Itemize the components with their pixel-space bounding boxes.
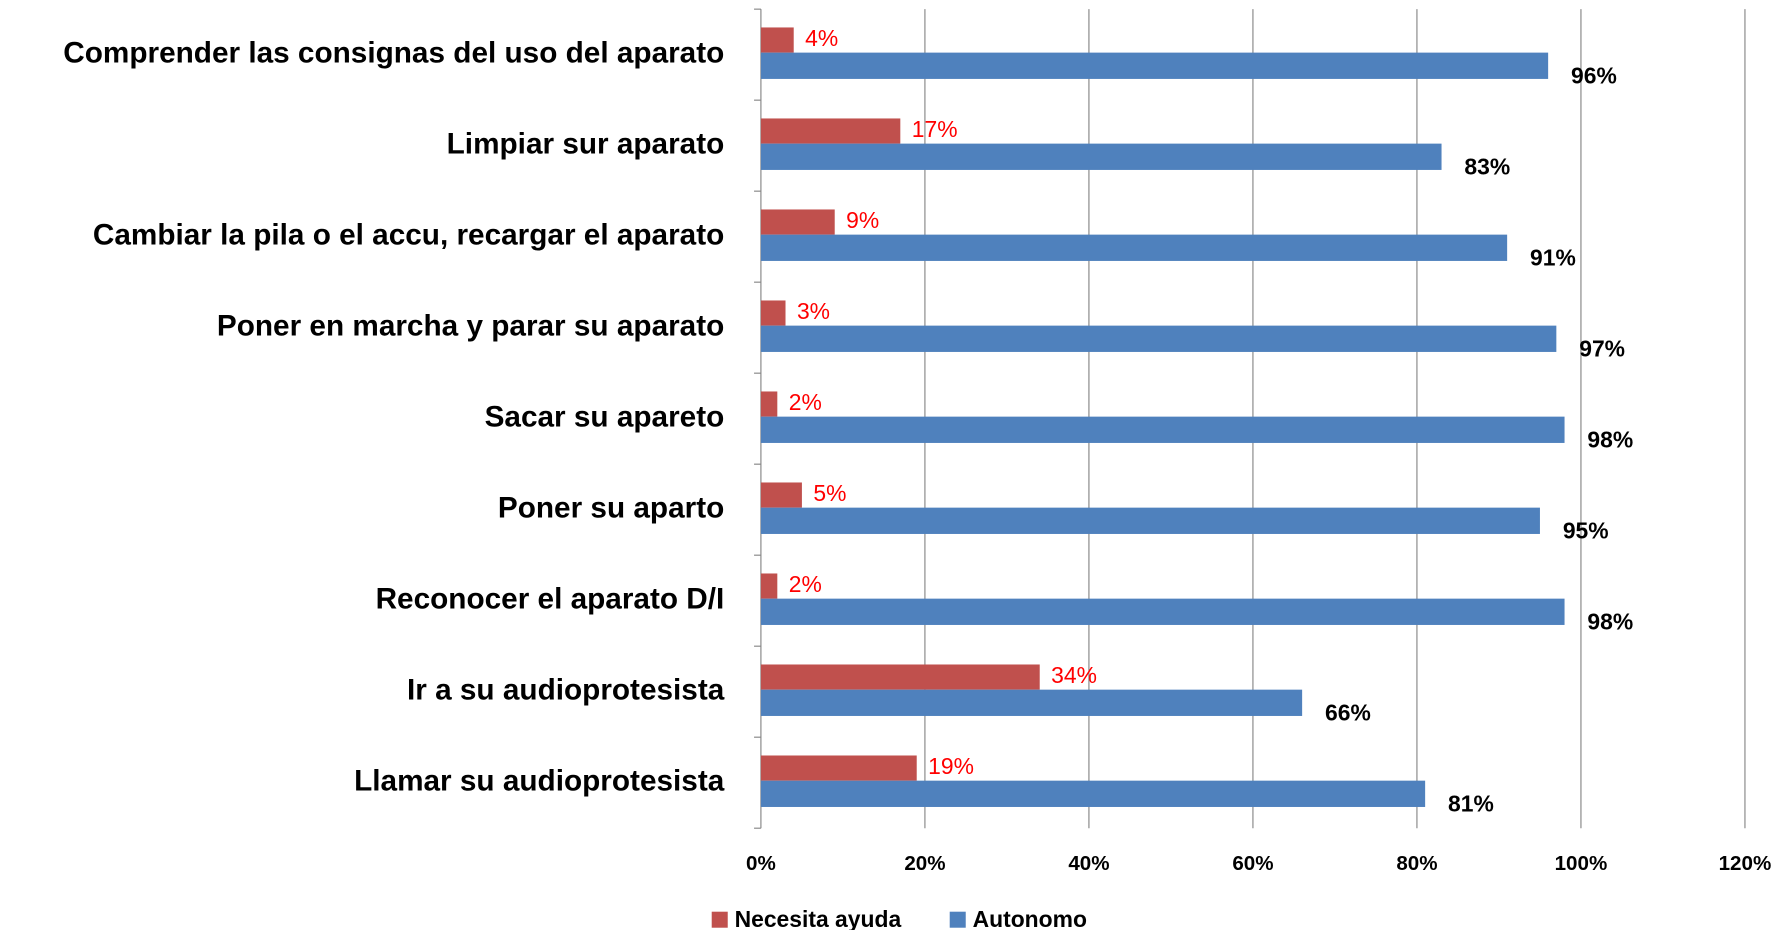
bar <box>760 118 901 144</box>
legend-label: Necesita ayuda <box>735 906 902 930</box>
data-label: 66% <box>1325 699 1371 725</box>
bar <box>760 507 1540 534</box>
bar <box>760 391 778 417</box>
bar <box>760 598 1565 625</box>
y-tick-label: Limpiar sur aparato <box>447 128 725 161</box>
bar <box>760 52 1549 79</box>
data-label: 5% <box>813 480 846 506</box>
data-label: 97% <box>1579 335 1625 361</box>
data-label: 34% <box>1051 662 1097 688</box>
x-tick-label: 120% <box>1719 852 1772 875</box>
data-label: 98% <box>1587 608 1633 634</box>
x-tick-label: 80% <box>1396 852 1437 875</box>
data-label: 83% <box>1464 153 1510 179</box>
data-label: 91% <box>1530 244 1576 270</box>
y-tick-label: Llamar su audioprotesista <box>354 765 725 798</box>
data-label: 81% <box>1448 790 1494 816</box>
legend-swatch <box>711 911 728 928</box>
bar <box>760 416 1565 443</box>
y-tick-label: Poner su aparto <box>498 492 724 525</box>
data-label: 3% <box>797 298 830 324</box>
y-tick-label: Reconocer el aparato D/I <box>376 583 725 616</box>
y-tick-label: Comprender las consignas del uso del apa… <box>63 37 724 70</box>
data-label: 98% <box>1587 426 1633 452</box>
data-label: 4% <box>805 25 838 51</box>
bar <box>760 27 794 53</box>
data-label: 95% <box>1563 517 1609 543</box>
data-label: 9% <box>846 207 879 233</box>
bar <box>760 300 786 326</box>
x-tick-label: 60% <box>1232 852 1273 875</box>
x-tick-label: 100% <box>1555 852 1608 875</box>
bar <box>760 689 1303 716</box>
y-tick-label: Ir a su audioprotesista <box>407 674 725 707</box>
y-tick-label: Cambiar la pila o el accu, recargar el a… <box>93 219 724 252</box>
data-label: 2% <box>789 571 822 597</box>
bar <box>760 482 802 508</box>
bar <box>760 234 1508 261</box>
bar <box>760 573 778 599</box>
bar <box>760 780 1426 807</box>
bar <box>760 755 917 781</box>
bar <box>760 209 835 235</box>
bar <box>760 664 1040 690</box>
y-tick-label: Poner en marcha y parar su aparato <box>217 310 724 343</box>
data-label: 17% <box>912 116 958 142</box>
x-tick-label: 40% <box>1068 852 1109 875</box>
data-label: 19% <box>928 753 974 779</box>
data-label: 96% <box>1571 62 1617 88</box>
bar <box>760 325 1557 352</box>
bar <box>760 143 1442 170</box>
y-tick-label: Sacar su apareto <box>485 401 725 434</box>
legend-swatch <box>949 911 966 928</box>
legend-label: Autonomo <box>973 906 1087 930</box>
x-tick-label: 20% <box>904 852 945 875</box>
data-label: 2% <box>789 389 822 415</box>
x-tick-label: 0% <box>746 852 776 875</box>
